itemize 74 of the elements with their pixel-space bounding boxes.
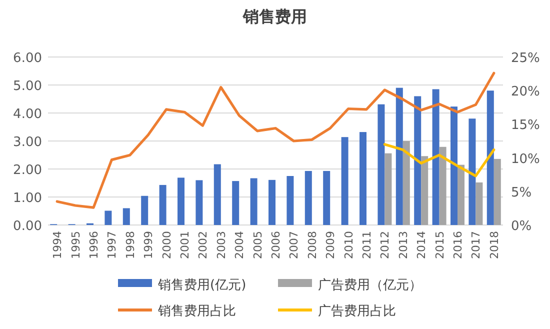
x-tick-label: 2009 <box>324 231 338 259</box>
x-tick-label: 1995 <box>69 231 82 259</box>
y-tick-label: 1.00 <box>13 191 42 206</box>
x-tick-label: 2003 <box>214 231 228 259</box>
y2-tick-label: 15% <box>511 118 540 134</box>
x-tick-label: 2010 <box>342 231 356 259</box>
bar <box>402 141 410 225</box>
bar <box>341 137 348 225</box>
chart-title: 销售费用 <box>242 7 307 26</box>
bar <box>458 164 464 225</box>
bar <box>159 184 166 225</box>
x-tick-label: 1999 <box>142 231 156 259</box>
legend-label: 销售费用(亿元) <box>157 278 246 293</box>
legend-label: 销售费用占比 <box>157 304 236 319</box>
x-tick-label: 2018 <box>488 231 501 259</box>
bar <box>432 89 440 225</box>
bar <box>396 88 403 225</box>
x-tick-label: 2012 <box>378 231 392 259</box>
legend-label: 广告费用（亿元） <box>318 278 422 293</box>
x-tick-label: 2007 <box>288 231 301 259</box>
bar <box>122 208 130 225</box>
bar <box>141 196 148 225</box>
x-tick-label: 1997 <box>106 231 119 259</box>
x-tick-label: 2015 <box>433 231 446 259</box>
x-tick-label: 2002 <box>196 231 210 259</box>
bar <box>104 210 112 225</box>
x-tick-label: 2000 <box>160 231 174 259</box>
y-tick-label: 2.00 <box>13 163 42 178</box>
y-tick-label: 6.00 <box>13 51 42 66</box>
x-tick-label: 2016 <box>452 231 464 259</box>
y-tick-label: 0.00 <box>13 219 42 234</box>
bar <box>494 158 501 225</box>
x-tick-label: 2006 <box>270 231 282 259</box>
bar <box>378 104 385 225</box>
bar <box>468 118 476 225</box>
bar <box>486 90 494 225</box>
y2-tick-label: 0% <box>511 219 532 234</box>
bar <box>450 106 458 225</box>
x-tick-label: 2001 <box>178 231 192 259</box>
bar <box>384 153 392 225</box>
line-series <box>383 143 496 178</box>
bar <box>360 132 366 225</box>
bar <box>304 170 312 225</box>
bar <box>421 156 428 225</box>
bar <box>196 180 203 225</box>
y-tick-label: 3.00 <box>13 135 42 150</box>
x-tick-label: 2013 <box>396 231 410 259</box>
x-tick-label: 2004 <box>233 231 246 259</box>
bar <box>232 181 240 225</box>
y-tick-label: 4.00 <box>13 107 42 122</box>
bar <box>323 170 330 225</box>
x-tick-label: 1994 <box>51 231 64 259</box>
legend-label: 广告费用占比 <box>318 304 396 319</box>
x-tick-label: 2014 <box>415 231 428 259</box>
y2-tick-label: 25% <box>511 51 540 66</box>
bar <box>250 178 258 225</box>
x-tick-label: 2017 <box>470 231 483 259</box>
bar <box>439 146 446 225</box>
y2-tick-label: 5% <box>511 185 532 200</box>
bar <box>178 178 184 225</box>
bar <box>214 164 221 225</box>
x-tick-label: 1998 <box>124 231 137 259</box>
bar <box>286 176 294 225</box>
x-tick-label: 1996 <box>88 231 100 259</box>
x-tick-label: 2005 <box>251 231 264 259</box>
y-tick-label: 5.00 <box>13 79 42 94</box>
bar <box>476 182 483 225</box>
bar <box>414 96 422 225</box>
x-tick-label: 2008 <box>306 231 319 259</box>
y2-tick-label: 10% <box>511 152 540 167</box>
bar <box>268 180 276 225</box>
y2-tick-label: 20% <box>511 84 540 100</box>
x-tick-label: 2011 <box>360 231 374 259</box>
line-series <box>56 72 496 209</box>
